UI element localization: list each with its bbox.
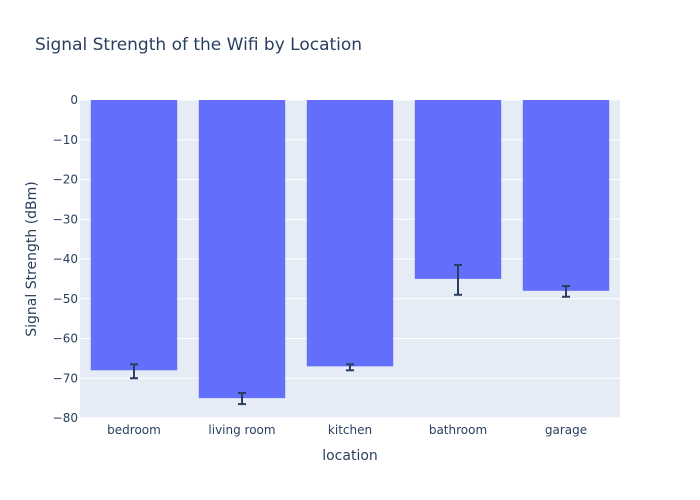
y-tick-label-1: −10 bbox=[53, 133, 78, 147]
x-tick-label-bedroom: bedroom bbox=[107, 423, 161, 437]
bar-living-room bbox=[198, 100, 286, 399]
error-bars bbox=[130, 263, 570, 406]
y-tick-labels: 0 −10 −20 −30 −40 −50 −60 −70 −80 bbox=[53, 93, 78, 425]
y-tick-label-5: −50 bbox=[53, 292, 78, 306]
y-tick-label-0: 0 bbox=[70, 93, 78, 107]
bar-garage bbox=[522, 100, 610, 291]
x-tick-labels: bedroom living room kitchen bathroom garage bbox=[107, 423, 587, 437]
chart-title: Signal Strength of the Wifi by Location bbox=[35, 35, 362, 55]
x-tick-label-kitchen: kitchen bbox=[328, 423, 372, 437]
y-tick-label-8: −80 bbox=[53, 411, 78, 425]
bar-bedroom bbox=[90, 100, 178, 371]
y-tick-label-6: −60 bbox=[53, 332, 78, 346]
x-tick-label-bathroom: bathroom bbox=[429, 423, 487, 437]
y-tick-label-3: −30 bbox=[53, 212, 78, 226]
y-tick-label-7: −70 bbox=[53, 371, 78, 385]
x-tick-label-living-room: living room bbox=[208, 423, 275, 437]
y-axis-title: Signal Strength (dBm) bbox=[24, 181, 40, 337]
y-tick-label-2: −20 bbox=[53, 173, 78, 187]
bar-bathroom bbox=[414, 100, 502, 279]
bars bbox=[90, 100, 610, 399]
y-tick-label-4: −40 bbox=[53, 252, 78, 266]
x-tick-label-garage: garage bbox=[545, 423, 587, 437]
x-axis-title: location bbox=[322, 448, 378, 464]
bar-kitchen bbox=[306, 100, 394, 367]
